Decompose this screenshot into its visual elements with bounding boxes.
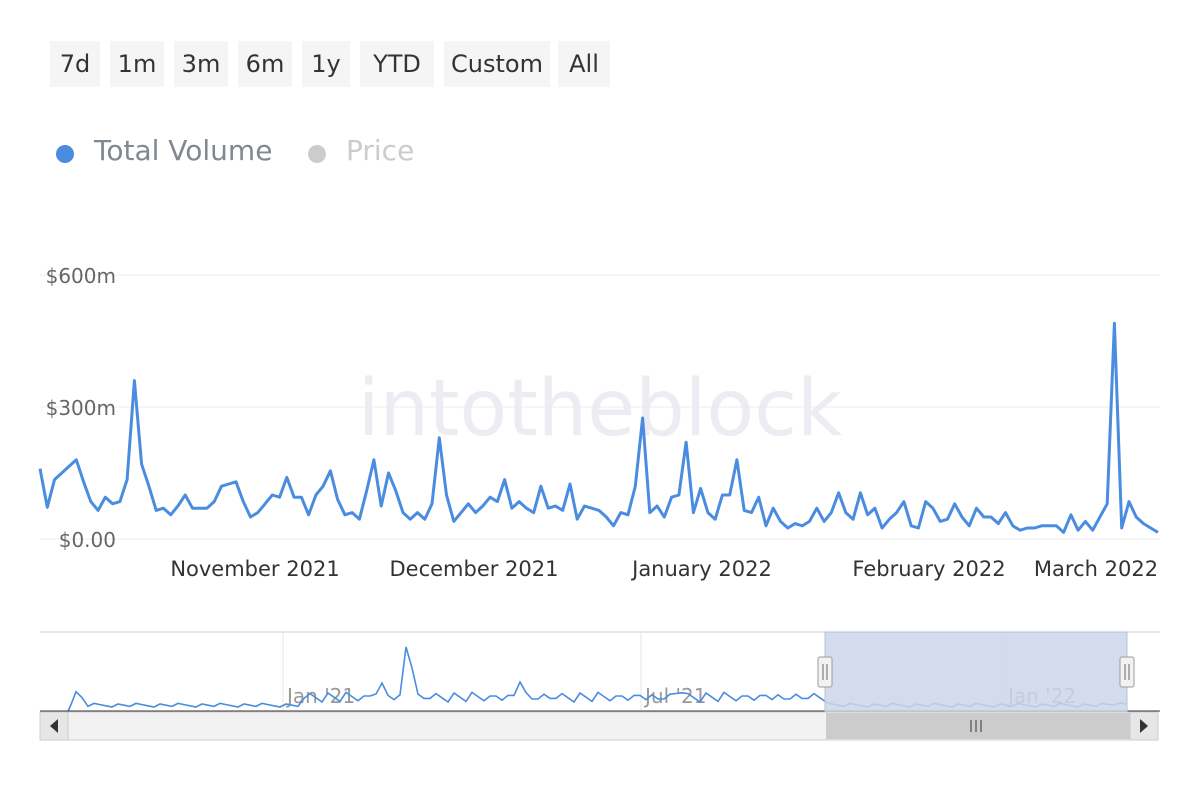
- navigator-selected-range[interactable]: [824, 631, 1128, 713]
- arrow-left-icon: [50, 719, 58, 733]
- legend-marker-icon: [56, 145, 74, 163]
- x-tick-label: January 2022: [630, 557, 772, 581]
- legend-marker-icon: [308, 145, 326, 163]
- y-tick-label: $0.00: [59, 528, 116, 552]
- x-tick-label: November 2021: [170, 557, 339, 581]
- range-button-ytd[interactable]: YTD: [360, 41, 434, 87]
- legend-label: Price: [346, 134, 415, 167]
- x-tick-label: February 2022: [852, 557, 1005, 581]
- y-axis: $0.00 $300m $600m: [46, 264, 116, 552]
- scrollbar-thumb[interactable]: [826, 713, 1130, 739]
- y-tick-label: $600m: [46, 264, 116, 288]
- range-button-6m[interactable]: 6m: [238, 41, 292, 87]
- range-button-1y[interactable]: 1y: [302, 41, 350, 87]
- watermark-text: intotheblock: [358, 364, 842, 454]
- x-tick-label: December 2021: [389, 557, 558, 581]
- x-tick-label: March 2022: [1034, 557, 1158, 581]
- range-button-7d[interactable]: 7d: [50, 41, 100, 87]
- y-tick-label: $300m: [46, 396, 116, 420]
- navigator-x-tick-label: Jan '21: [285, 684, 355, 708]
- range-button-all[interactable]: All: [558, 41, 610, 87]
- total-volume-line: [38, 321, 1159, 534]
- arrow-right-icon: [1140, 719, 1148, 733]
- grid: [40, 274, 1160, 540]
- navigator-handle-icon[interactable]: [1119, 656, 1135, 688]
- navigator-handle-icon[interactable]: [817, 656, 833, 688]
- range-button-3m[interactable]: 3m: [174, 41, 228, 87]
- legend-label: Total Volume: [94, 134, 273, 167]
- range-button-1m[interactable]: 1m: [110, 41, 164, 87]
- range-button-custom[interactable]: Custom: [444, 41, 550, 87]
- x-axis: November 2021 December 2021 January 2022 Fe…: [170, 557, 1158, 581]
